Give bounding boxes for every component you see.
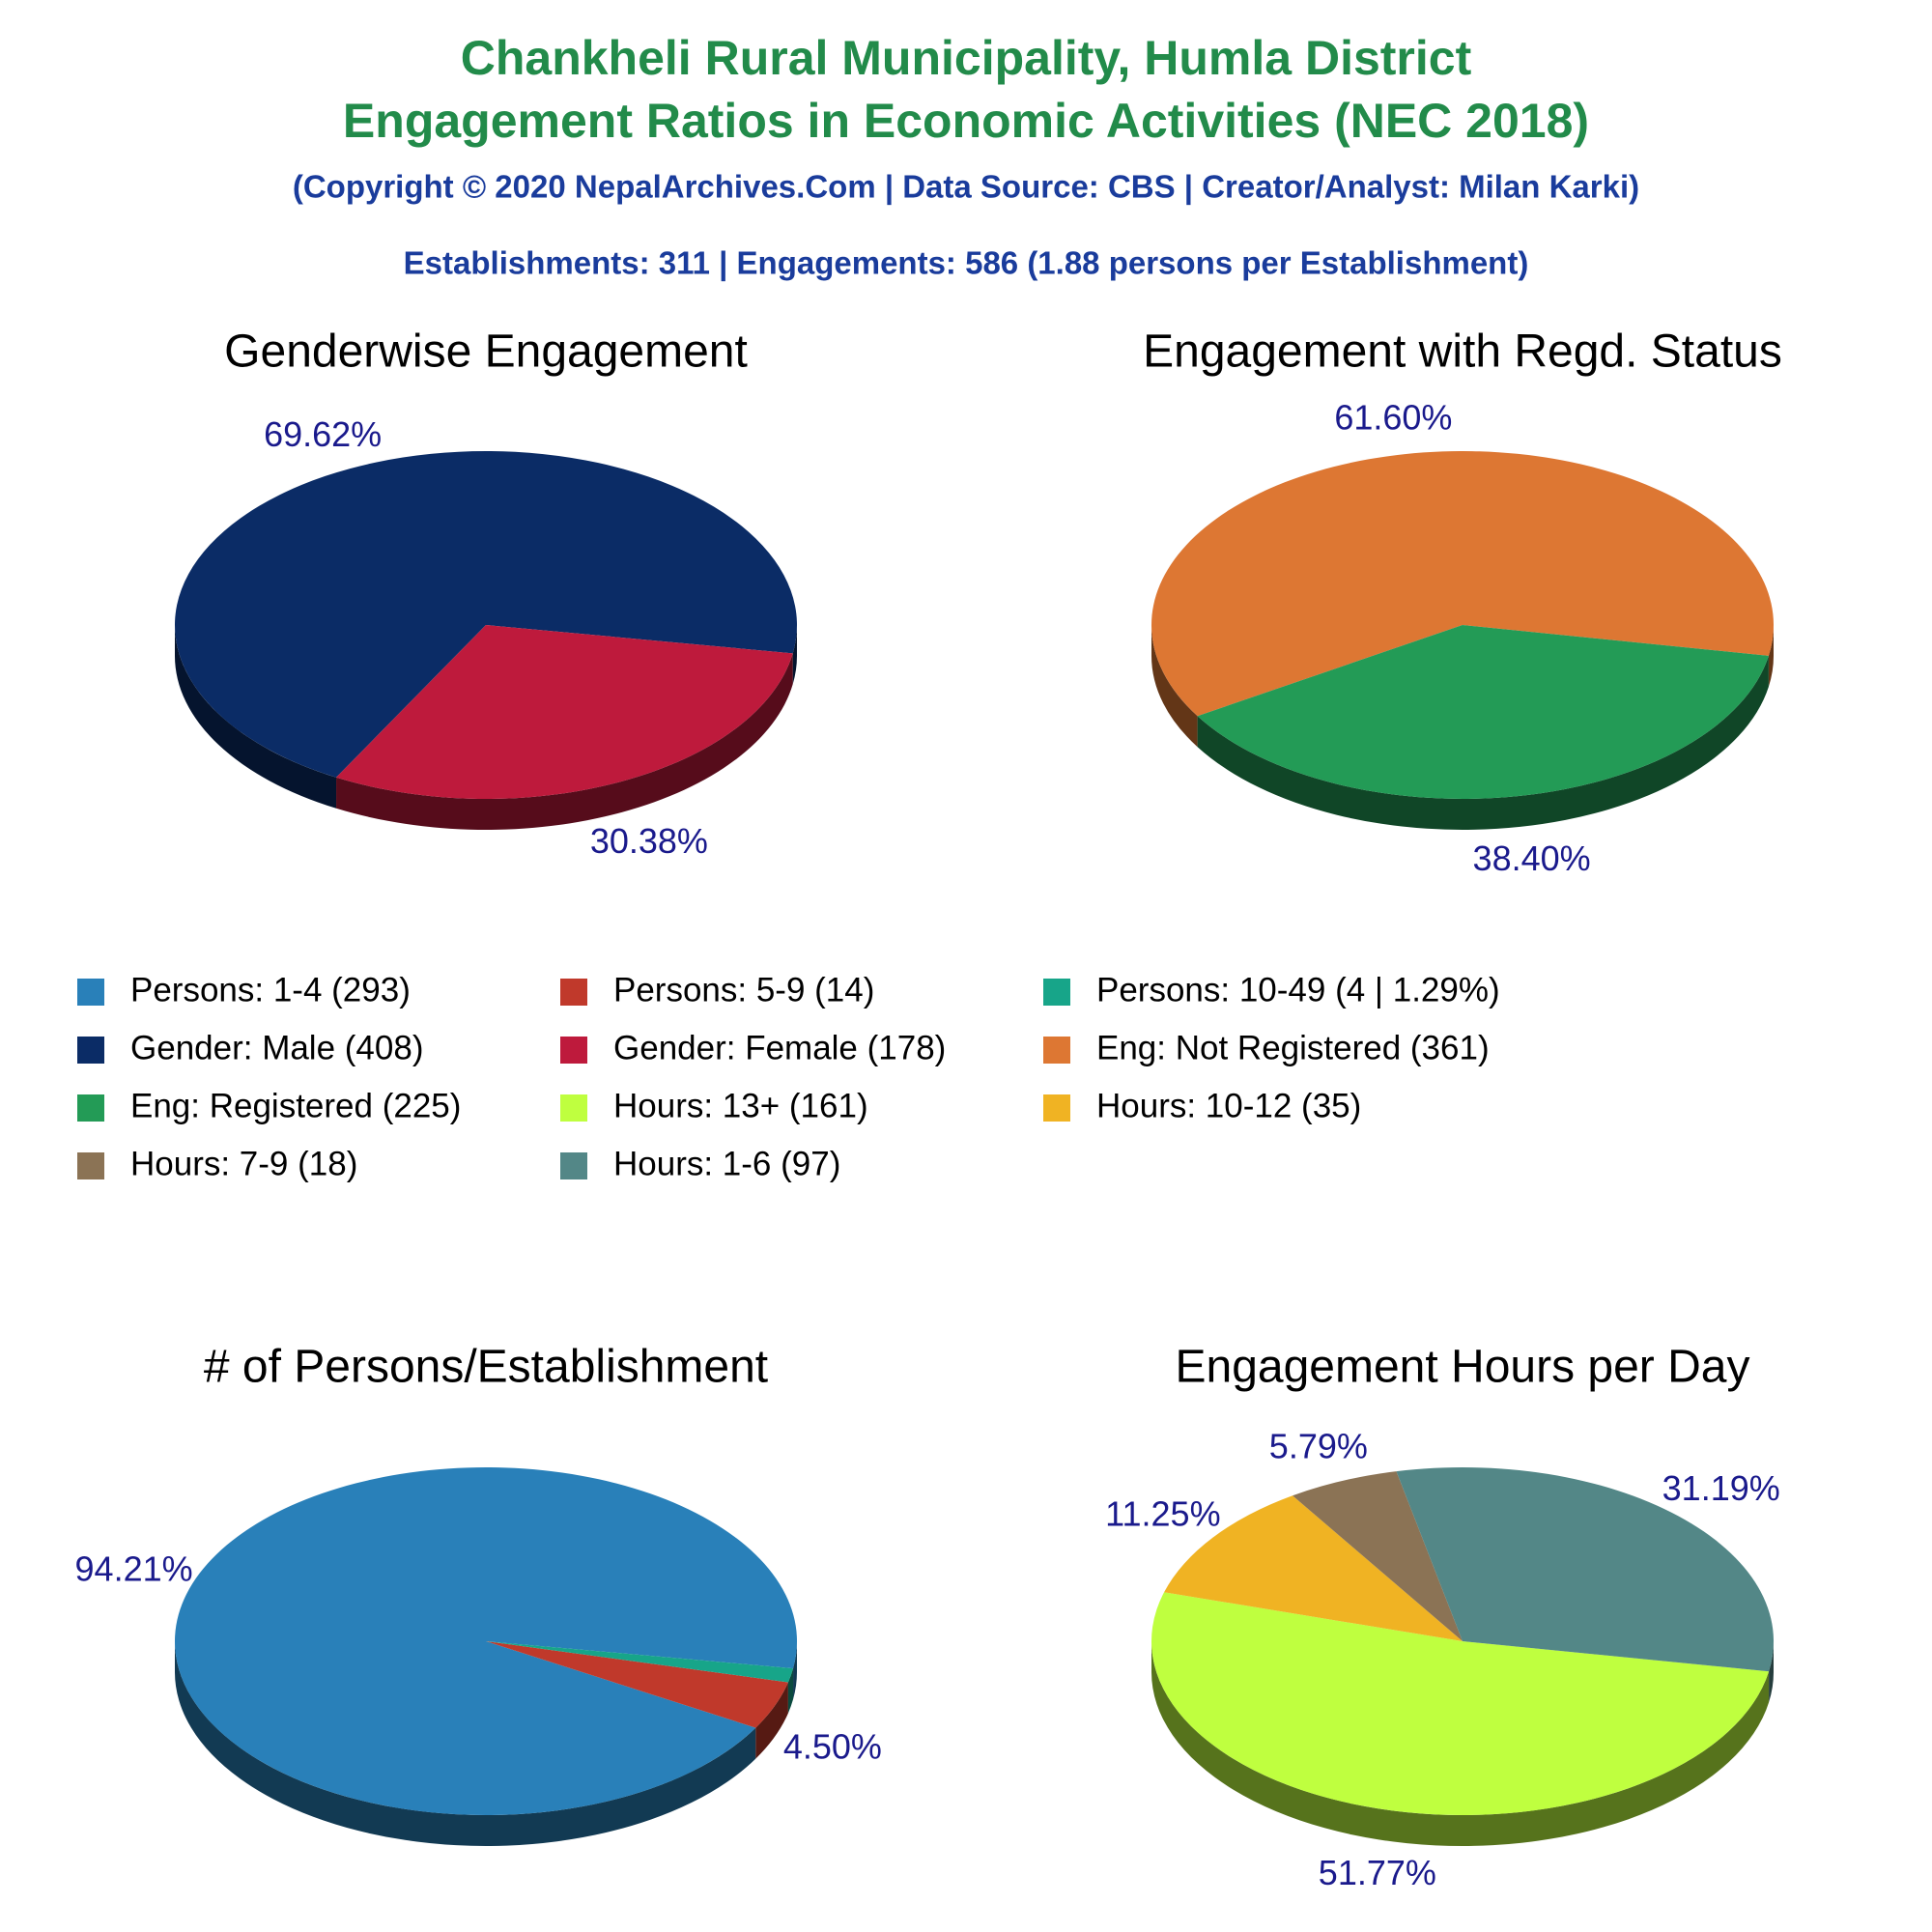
value-label: 5.79% (1269, 1426, 1368, 1465)
legend-swatch (77, 1152, 104, 1179)
legend-swatch (77, 1094, 104, 1122)
pie-slice (1293, 1471, 1463, 1641)
title-line: Engagement Ratios in Economic Activities… (343, 94, 1589, 148)
value-label: 30.38% (590, 821, 708, 861)
pie-title: Engagement with Regd. Status (1143, 327, 1782, 378)
legend-swatch (560, 1152, 587, 1179)
pie-title: # of Persons/Establishment (204, 1342, 768, 1393)
pie-slice (486, 1641, 794, 1683)
legend-label: Hours: 13+ (161) (613, 1087, 868, 1124)
pie-side (1197, 655, 1769, 830)
pie-slice (336, 625, 793, 799)
legend-swatch (77, 1037, 104, 1064)
value-label: 38.40% (1473, 838, 1591, 878)
pie-side (787, 1668, 794, 1714)
legend-swatch (560, 1037, 587, 1064)
pie-slice (1197, 625, 1769, 799)
legend-label: Hours: 1-6 (97) (613, 1145, 840, 1182)
legend-label: Gender: Female (178) (613, 1029, 946, 1066)
pie-side (755, 1682, 788, 1759)
value-label: 94.21% (75, 1549, 193, 1589)
legend-label: Gender: Male (408) (130, 1029, 423, 1066)
pie-side (793, 1641, 797, 1700)
legend-label: Persons: 5-9 (14) (613, 971, 874, 1009)
legend-swatch (1043, 1037, 1070, 1064)
pie-side (175, 625, 337, 809)
legend-swatch (1043, 979, 1070, 1006)
value-label: 69.62% (264, 414, 382, 454)
copyright: (Copyright © 2020 NepalArchives.Com | Da… (293, 169, 1639, 205)
value-label: 11.25% (1105, 1494, 1220, 1534)
pie-side (1151, 625, 1198, 748)
value-label: 31.19% (1662, 1468, 1780, 1508)
pie-title: Genderwise Engagement (224, 327, 748, 378)
value-label: 4.50% (783, 1727, 882, 1767)
pie-title: Engagement Hours per Day (1176, 1342, 1750, 1393)
legend-label: Hours: 10-12 (35) (1096, 1087, 1361, 1124)
pie-slice (1151, 1592, 1770, 1815)
legend-label: Hours: 7-9 (18) (130, 1145, 357, 1182)
legend-label: Persons: 10-49 (4 | 1.29%) (1096, 971, 1500, 1009)
legend-swatch (560, 979, 587, 1006)
title-line: Chankheli Rural Municipality, Humla Dist… (461, 31, 1472, 85)
summary: Establishments: 311 | Engagements: 586 (… (404, 245, 1529, 281)
pie-side (792, 625, 797, 685)
pie-side (1769, 1641, 1774, 1703)
pie-slice (1396, 1467, 1774, 1672)
value-label: 61.60% (1334, 397, 1452, 437)
pie-side (1151, 1641, 1770, 1847)
pie-slice (1164, 1495, 1463, 1641)
legend-swatch (560, 1094, 587, 1122)
value-label: 51.77% (1319, 1853, 1436, 1892)
pie-slice (1151, 450, 1775, 717)
pie-side (336, 653, 793, 830)
legend-label: Persons: 1-4 (293) (130, 971, 411, 1009)
legend-label: Eng: Not Registered (361) (1096, 1029, 1490, 1066)
legend-swatch (77, 979, 104, 1006)
pie-side (175, 1641, 756, 1846)
pie-slice (486, 1641, 788, 1728)
pie-slice (174, 450, 798, 778)
pie-side (1768, 625, 1774, 687)
legend-label: Eng: Registered (225) (130, 1087, 461, 1124)
legend-swatch (1043, 1094, 1070, 1122)
